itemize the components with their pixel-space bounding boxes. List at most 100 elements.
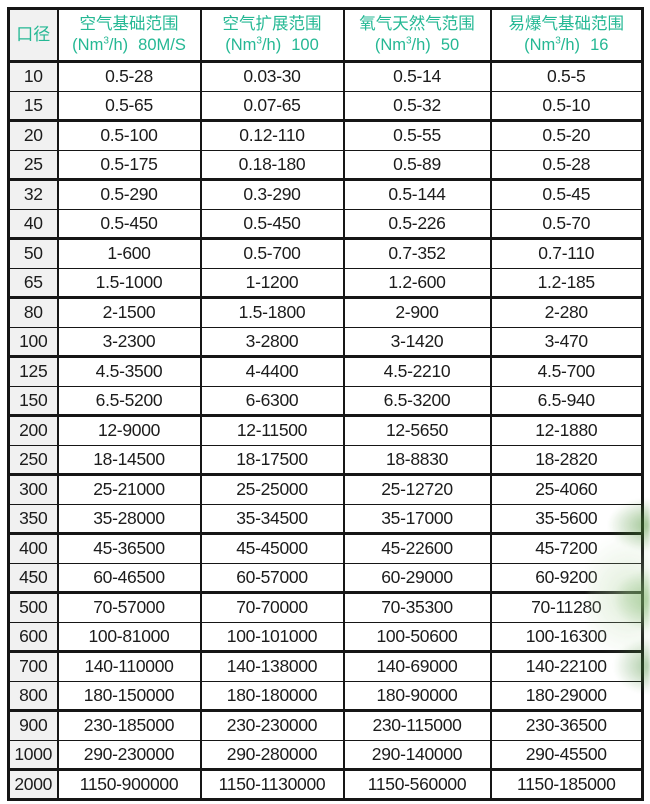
table-row: 400 45-36500 45-45000 45-22600 45-7200 [7,533,644,564]
diameter-cell: 100 [7,326,59,358]
range-cell: 70-70000 [199,592,345,623]
table-row: 2000 1150-900000 1150-1130000 1150-560000 11… [7,769,644,800]
range-cell: 0.7-110 [489,238,644,269]
table-row: 1000 290-230000 290-280000 290-140000 290-45… [7,739,644,771]
table-row: 125 4.5-3500 4-4400 4.5-2210 4.5-700 [7,356,644,387]
range-cell: 35-34500 [199,503,345,535]
range-cell: 25-4060 [489,474,644,505]
header-cell-diameter: 口径 [7,8,59,63]
unit-superscript: 3 [555,35,561,47]
diameter-cell: 25 [7,149,59,181]
range-cell: 0.5-89 [342,149,492,181]
range-cell: 140-69000 [342,651,492,682]
range-cell: 230-185000 [56,710,202,741]
diameter-cell: 800 [7,680,59,712]
range-cell: 0.3-290 [199,179,345,210]
table-row: 65 1.5-1000 1-1200 1.2-600 1.2-185 [7,267,644,299]
range-cell: 0.07-65 [199,90,345,122]
range-cell: 4-4400 [199,356,345,387]
table-row: 600 100-81000 100-101000 100-50600 100-16300 [7,621,644,653]
range-cell: 1150-185000 [489,769,644,800]
range-cell: 140-138000 [199,651,345,682]
range-cell: 1.2-600 [342,267,492,299]
table-row: 10 0.5-28 0.03-30 0.5-14 0.5-5 [7,61,644,92]
diameter-cell: 600 [7,621,59,653]
header-cell: 氧气天然气范围 (Nm3/h) 50 [342,8,492,63]
range-cell: 6-6300 [199,385,345,417]
unit-suffix: /h) [261,36,282,54]
range-cell: 60-9200 [489,562,644,594]
range-cell: 0.5-65 [56,90,202,122]
unit-extra: 50 [440,36,460,54]
range-cell: 18-2820 [489,444,644,476]
diameter-cell: 1000 [7,739,59,771]
diameter-cell: 32 [7,179,59,210]
range-cell: 2-900 [342,297,492,328]
diameter-cell: 150 [7,385,59,417]
range-cell: 45-36500 [56,533,202,564]
range-cell: 180-90000 [342,680,492,712]
header-row: 口径 空气基础范围 (Nm3/h) 80M/S 空气扩展范围 (Nm3/h) 100 氧气天然… [7,8,644,63]
range-cell: 35-28000 [56,503,202,535]
range-cell: 180-150000 [56,680,202,712]
unit-superscript: 3 [103,35,109,47]
diameter-cell: 20 [7,120,59,151]
table-row: 25 0.5-175 0.18-180 0.5-89 0.5-28 [7,149,644,181]
header-cell: 空气基础范围 (Nm3/h) 80M/S [56,8,202,63]
range-cell: 0.5-700 [199,238,345,269]
range-cell: 1.2-185 [489,267,644,299]
range-cell: 180-29000 [489,680,644,712]
range-cell: 0.5-144 [342,179,492,210]
unit-prefix: (Nm [524,36,556,54]
range-cell: 2-1500 [56,297,202,328]
table-row: 900 230-185000 230-230000 230-115000 230-365… [7,710,644,741]
range-cell: 45-22600 [342,533,492,564]
range-cell: 12-5650 [342,415,492,446]
range-cell: 45-7200 [489,533,644,564]
table-row: 15 0.5-65 0.07-65 0.5-32 0.5-10 [7,90,644,122]
table-row: 300 25-21000 25-25000 25-12720 25-4060 [7,474,644,505]
range-cell: 290-280000 [199,739,345,771]
range-cell: 35-5600 [489,503,644,535]
range-cell: 1.5-1000 [56,267,202,299]
table-row: 150 6.5-5200 6-6300 6.5-3200 6.5-940 [7,385,644,417]
header-title: 空气基础范围 [79,15,179,34]
range-cell: 0.18-180 [199,149,345,181]
table-row: 20 0.5-100 0.12-110 0.5-55 0.5-20 [7,120,644,151]
range-cell: 290-45500 [489,739,644,771]
diameter-cell: 40 [7,208,59,240]
header-title: 易爆气基础范围 [508,15,625,34]
range-cell: 18-17500 [199,444,345,476]
range-cell: 18-14500 [56,444,202,476]
diameter-cell: 250 [7,444,59,476]
range-cell: 0.5-32 [342,90,492,122]
range-cell: 140-22100 [489,651,644,682]
range-cell: 0.5-28 [489,149,644,181]
range-cell: 0.5-5 [489,61,644,92]
diameter-cell: 300 [7,474,59,505]
range-cell: 60-57000 [199,562,345,594]
table-row: 50 1-600 0.5-700 0.7-352 0.7-110 [7,238,644,269]
range-cell: 12-9000 [56,415,202,446]
range-cell: 0.5-45 [489,179,644,210]
range-cell: 0.5-175 [56,149,202,181]
range-cell: 1150-560000 [342,769,492,800]
range-cell: 3-2800 [199,326,345,358]
unit-extra: 80M/S [138,36,186,54]
range-cell: 290-140000 [342,739,492,771]
range-cell: 70-35300 [342,592,492,623]
range-cell: 140-110000 [56,651,202,682]
range-cell: 100-101000 [199,621,345,653]
header-title: 口径 [16,25,51,45]
diameter-cell: 125 [7,356,59,387]
diameter-cell: 700 [7,651,59,682]
flow-range-table: 口径 空气基础范围 (Nm3/h) 80M/S 空气扩展范围 (Nm3/h) 100 氧气天然… [7,7,644,801]
table-row: 500 70-57000 70-70000 70-35300 70-11280 [7,592,644,623]
range-cell: 0.7-352 [342,238,492,269]
header-title: 空气扩展范围 [222,15,322,34]
table-row: 32 0.5-290 0.3-290 0.5-144 0.5-45 [7,179,644,210]
range-cell: 0.5-450 [56,208,202,240]
range-cell: 0.12-110 [199,120,345,151]
header-cell: 易爆气基础范围 (Nm3/h) 16 [489,8,644,63]
range-cell: 60-46500 [56,562,202,594]
